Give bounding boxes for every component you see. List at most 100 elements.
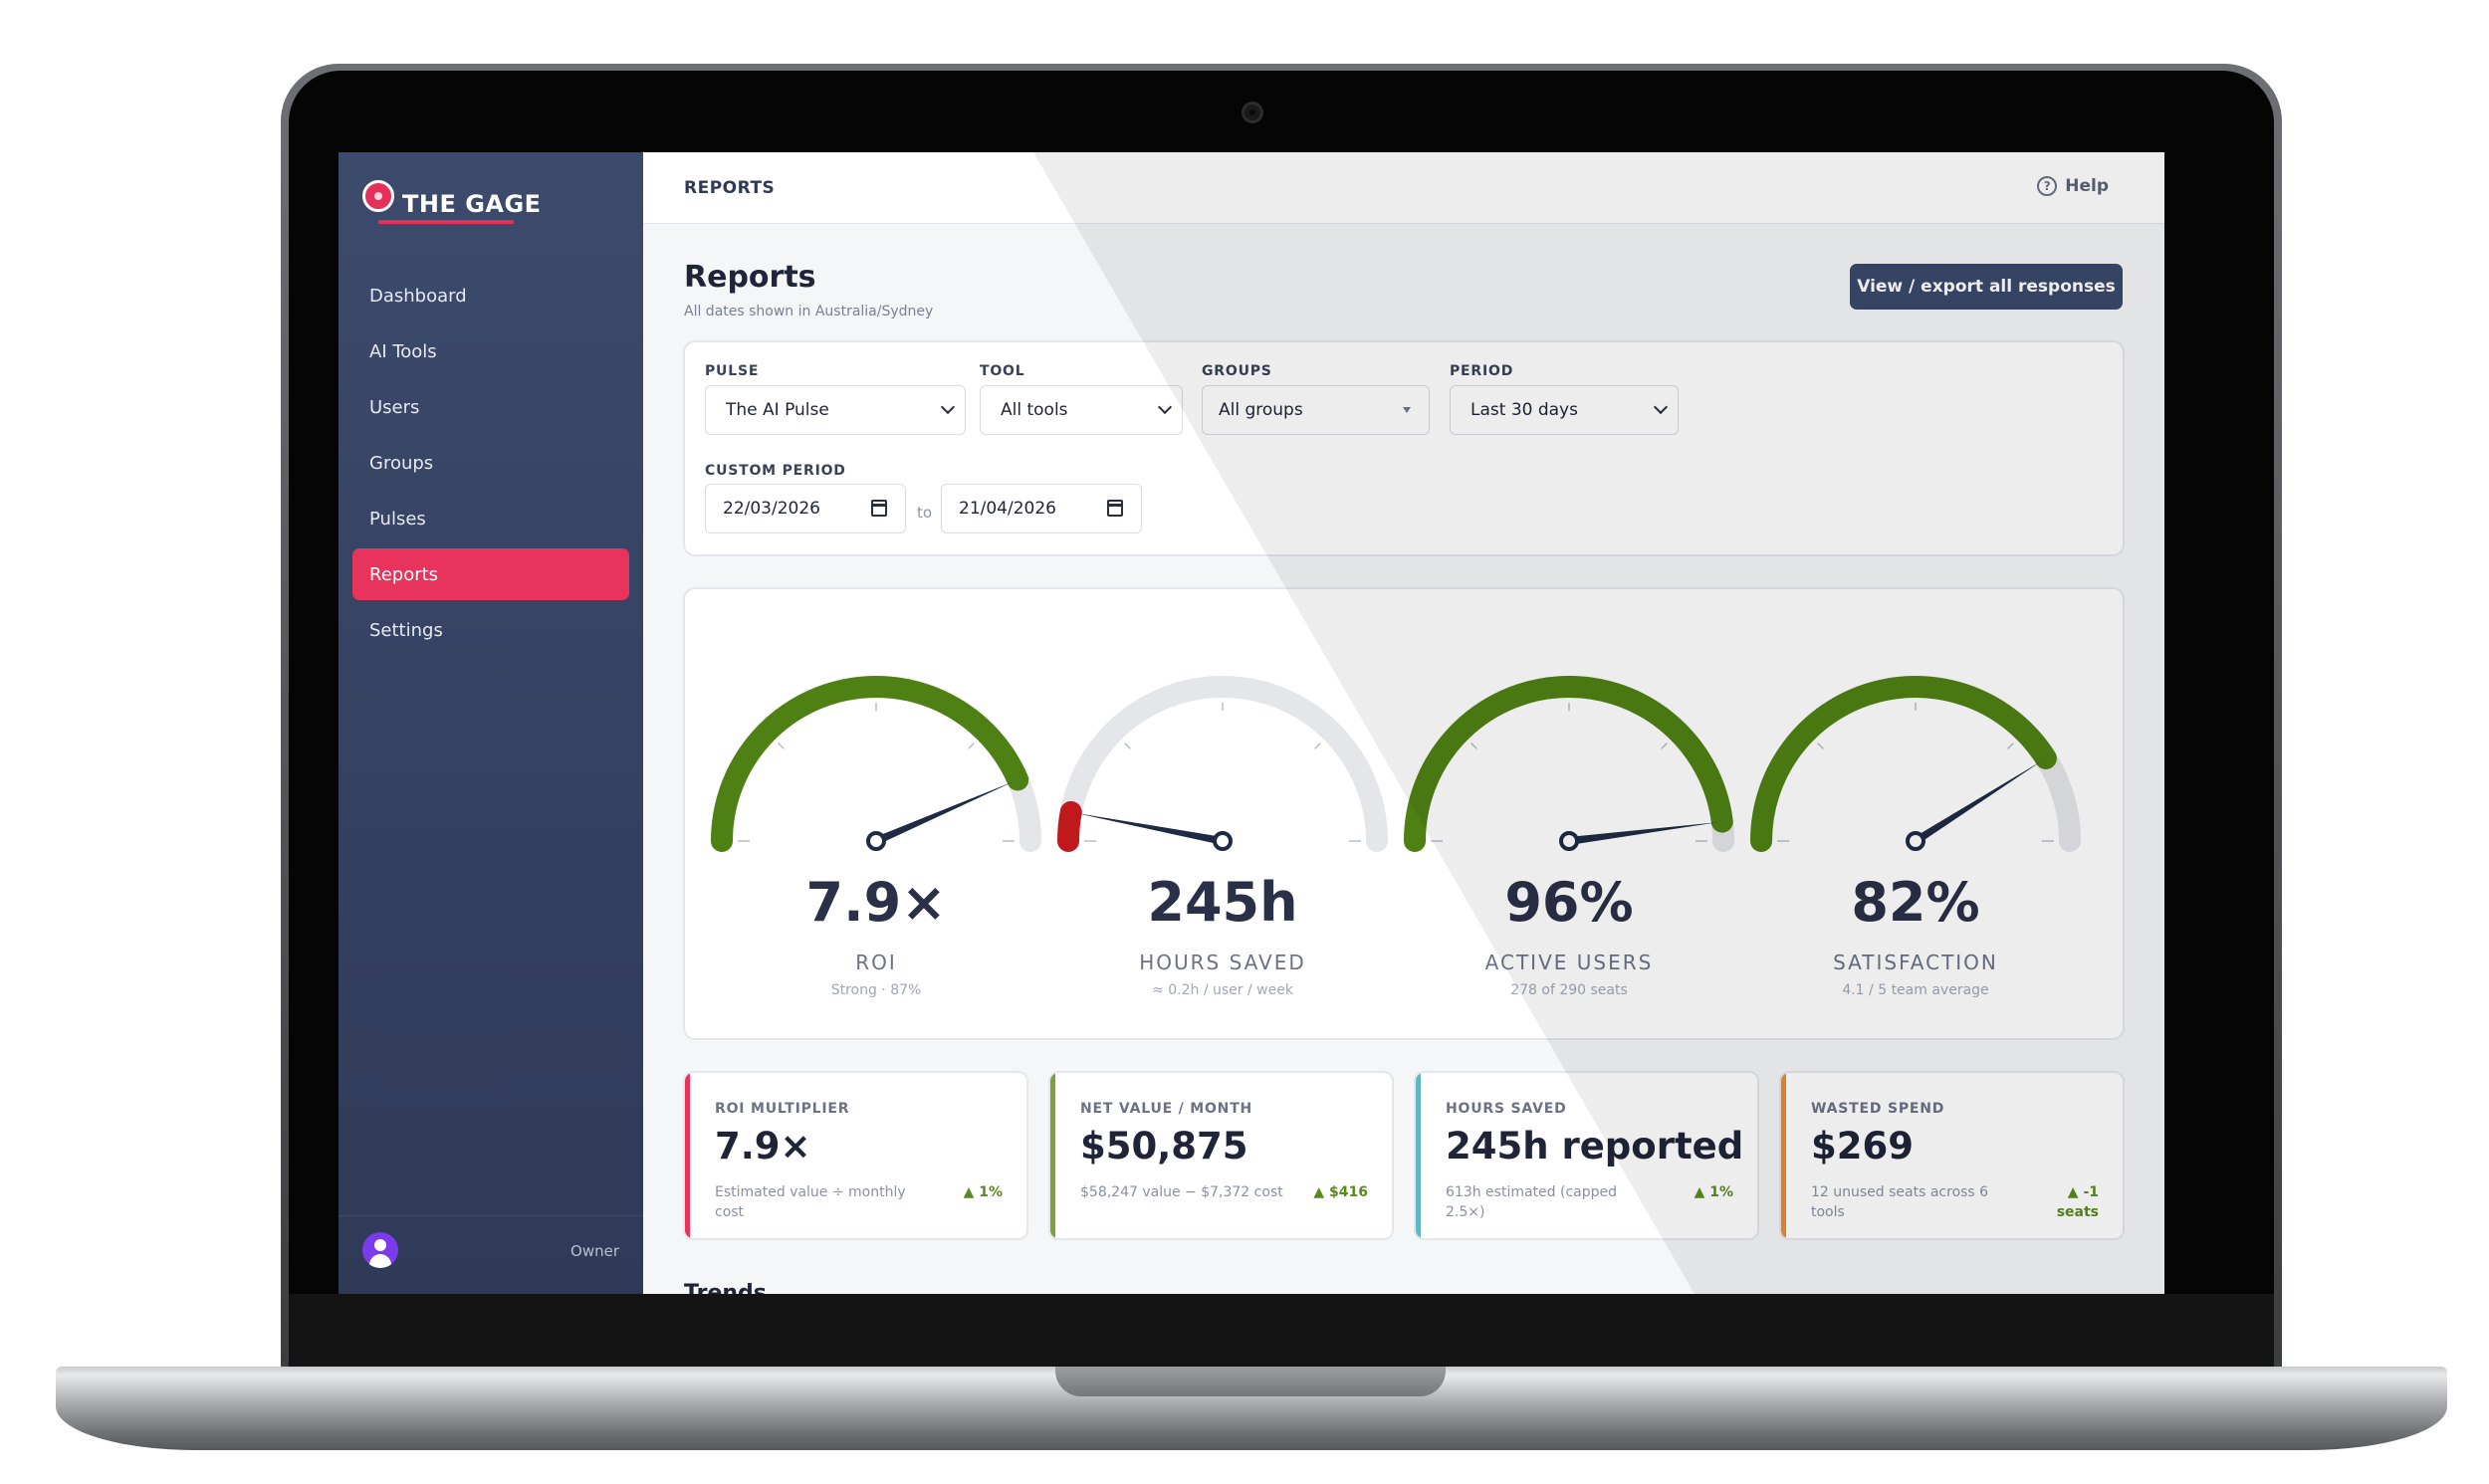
chevron-down-icon [1653, 399, 1669, 415]
help-label: Help [2065, 176, 2109, 196]
logo-underline [378, 220, 514, 224]
gauge-label: HOURS SAVED [1139, 951, 1306, 974]
gauge-hub [1559, 831, 1579, 851]
kpi-trend: ▲ 1% [963, 1184, 1003, 1200]
gauge-tick [1471, 742, 1477, 749]
kpi-label: HOURS SAVED [1446, 1101, 1567, 1117]
kpi-description: Estimated value ÷ monthly cost [715, 1184, 906, 1220]
top-bar: REPORTS ? Help [643, 152, 2164, 224]
sidebar-item-pulses[interactable]: Pulses [352, 493, 629, 544]
user-role: Owner [570, 1242, 619, 1260]
gauge-tick [1661, 742, 1668, 749]
chevron-down-icon [1157, 399, 1173, 415]
groups-label: GROUPS [1202, 363, 1272, 379]
date-range-separator: to [917, 504, 933, 522]
gauge-needle [1074, 812, 1224, 845]
gauge-dial [1750, 676, 2081, 852]
gauge-value-arc [1057, 800, 1082, 852]
kpi-accent-bar [685, 1073, 690, 1238]
sidebar-item-reports[interactable]: Reports [352, 548, 629, 600]
kpi-label: WASTED SPEND [1811, 1101, 1945, 1117]
calendar-icon[interactable] [871, 500, 887, 517]
kpi-accent-bar [1416, 1073, 1421, 1238]
gauge-roi: 7.9× ROI Strong · 87% [700, 589, 1052, 1042]
gauge-caption: ≈ 0.2h / user / week [1152, 982, 1293, 998]
period-select-value: Last 30 days [1471, 400, 1578, 420]
period-select[interactable]: Last 30 days [1450, 385, 1679, 435]
end-date-input[interactable]: 21/04/2026 [941, 484, 1142, 533]
gauge-tick [1314, 742, 1321, 749]
sidebar-nav: Dashboard AI Tools Users Groups Pulses R… [352, 270, 629, 660]
custom-period-label: CUSTOM PERIOD [705, 463, 846, 479]
gauge-tick [1817, 742, 1824, 749]
sidebar-item-label: AI Tools [369, 340, 437, 362]
kpi-card-roi-multiplier[interactable]: ROI MULTIPLIER 7.9× Estimated value ÷ mo… [683, 1071, 1028, 1240]
gauge-tick [1124, 742, 1131, 749]
timezone-note: All dates shown in Australia/Sydney [684, 304, 934, 319]
sidebar-item-label: Settings [369, 619, 443, 641]
kpi-value: 7.9× [715, 1125, 811, 1167]
chevron-down-icon [940, 399, 956, 415]
start-date-input[interactable]: 22/03/2026 [705, 484, 906, 533]
period-label: PERIOD [1450, 363, 1514, 379]
gauge-value: 245h [1147, 871, 1298, 934]
gauge-caption: 278 of 290 seats [1510, 982, 1628, 998]
pulse-select-value: The AI Pulse [726, 400, 829, 420]
gauge-active-users: 96% ACTIVE USERS 278 of 290 seats [1393, 589, 1745, 1042]
groups-select[interactable]: All groups [1202, 385, 1430, 435]
sidebar-item-label: Reports [369, 563, 439, 585]
gauge-tick [968, 742, 975, 749]
kpi-value: 245h reported [1446, 1125, 1744, 1167]
gauge-logo-icon [362, 180, 394, 212]
tool-label: TOOL [980, 363, 1025, 379]
sidebar-item-dashboard[interactable]: Dashboard [352, 270, 629, 321]
gauge-value: 7.9× [805, 871, 947, 934]
pulse-label: PULSE [705, 363, 760, 379]
help-link[interactable]: ? Help [2037, 176, 2109, 196]
sidebar-footer: Owner [339, 1215, 643, 1294]
gauge-dial [1404, 676, 1734, 852]
caret-down-icon [1403, 407, 1411, 413]
sidebar-item-ai-tools[interactable]: AI Tools [352, 325, 629, 377]
sidebar-item-label: Users [369, 396, 420, 418]
gauge-value: 82% [1851, 871, 1980, 934]
kpi-label: ROI MULTIPLIER [715, 1101, 850, 1117]
webcam-icon [1242, 102, 1263, 123]
calendar-icon[interactable] [1107, 500, 1123, 517]
gauge-tick [2007, 742, 2014, 749]
avatar[interactable] [362, 1232, 398, 1268]
kpi-value: $50,875 [1080, 1125, 1248, 1167]
sidebar-item-users[interactable]: Users [352, 381, 629, 433]
kpi-value: $269 [1811, 1125, 1914, 1167]
groups-select-value: All groups [1219, 400, 1303, 420]
sidebar-item-label: Pulses [369, 508, 426, 530]
page-title: Reports [684, 260, 816, 295]
sidebar-item-settings[interactable]: Settings [352, 604, 629, 656]
export-responses-button[interactable]: View / export all responses [1850, 264, 2123, 310]
sidebar-item-label: Groups [369, 452, 434, 474]
sidebar-item-groups[interactable]: Groups [352, 437, 629, 489]
kpi-card-hours-saved[interactable]: HOURS SAVED 245h reported 613h estimated… [1414, 1071, 1759, 1240]
gauge-hub [1213, 831, 1233, 851]
gauge-value-arc [1404, 676, 1733, 852]
sidebar-item-label: Dashboard [369, 285, 467, 307]
kpi-card-net-value[interactable]: NET VALUE / MONTH $50,875 $58,247 value … [1048, 1071, 1394, 1240]
kpi-trend: ▲ -1 seats [2056, 1184, 2099, 1220]
gauge-value-arc [1750, 676, 2057, 852]
gauge-tick [778, 742, 785, 749]
brand-name: THE GAGE [402, 190, 542, 218]
kpi-accent-bar [1050, 1073, 1055, 1238]
gauge-hours-saved: 245h HOURS SAVED ≈ 0.2h / user / week [1046, 589, 1399, 1042]
pulse-select[interactable]: The AI Pulse [705, 385, 966, 435]
kpi-description: $58,247 value − $7,372 cost [1080, 1184, 1283, 1200]
kpi-card-wasted-spend[interactable]: WASTED SPEND $269 12 unused seats across… [1779, 1071, 2125, 1240]
gauge-dial [711, 676, 1041, 852]
trends-heading: Trends [684, 1281, 767, 1294]
tool-select[interactable]: All tools [980, 385, 1183, 435]
gauge-needle [1568, 822, 1718, 845]
tool-select-value: All tools [1001, 400, 1068, 420]
gauge-value-arc [711, 676, 1029, 852]
gauge-caption: Strong · 87% [830, 982, 922, 998]
gauge-label: SATISFACTION [1833, 951, 1998, 974]
kpi-description: 12 unused seats across 6 tools [1811, 1184, 1989, 1220]
